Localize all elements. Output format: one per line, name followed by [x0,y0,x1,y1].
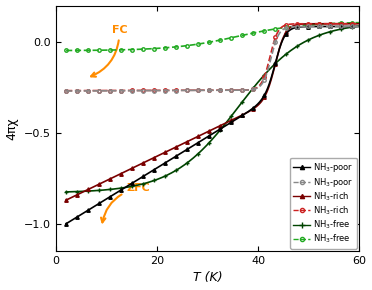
Legend: NH$_3$-poor, NH$_3$-poor, NH$_3$-rich, NH$_3$-rich, NH$_3$-free, NH$_3$-free: NH$_3$-poor, NH$_3$-poor, NH$_3$-rich, N… [290,157,357,249]
X-axis label: T (K): T (K) [193,271,222,284]
Text: ZFC: ZFC [101,183,151,222]
Y-axis label: 4πχ: 4πχ [6,117,19,139]
Text: FC: FC [91,25,127,77]
